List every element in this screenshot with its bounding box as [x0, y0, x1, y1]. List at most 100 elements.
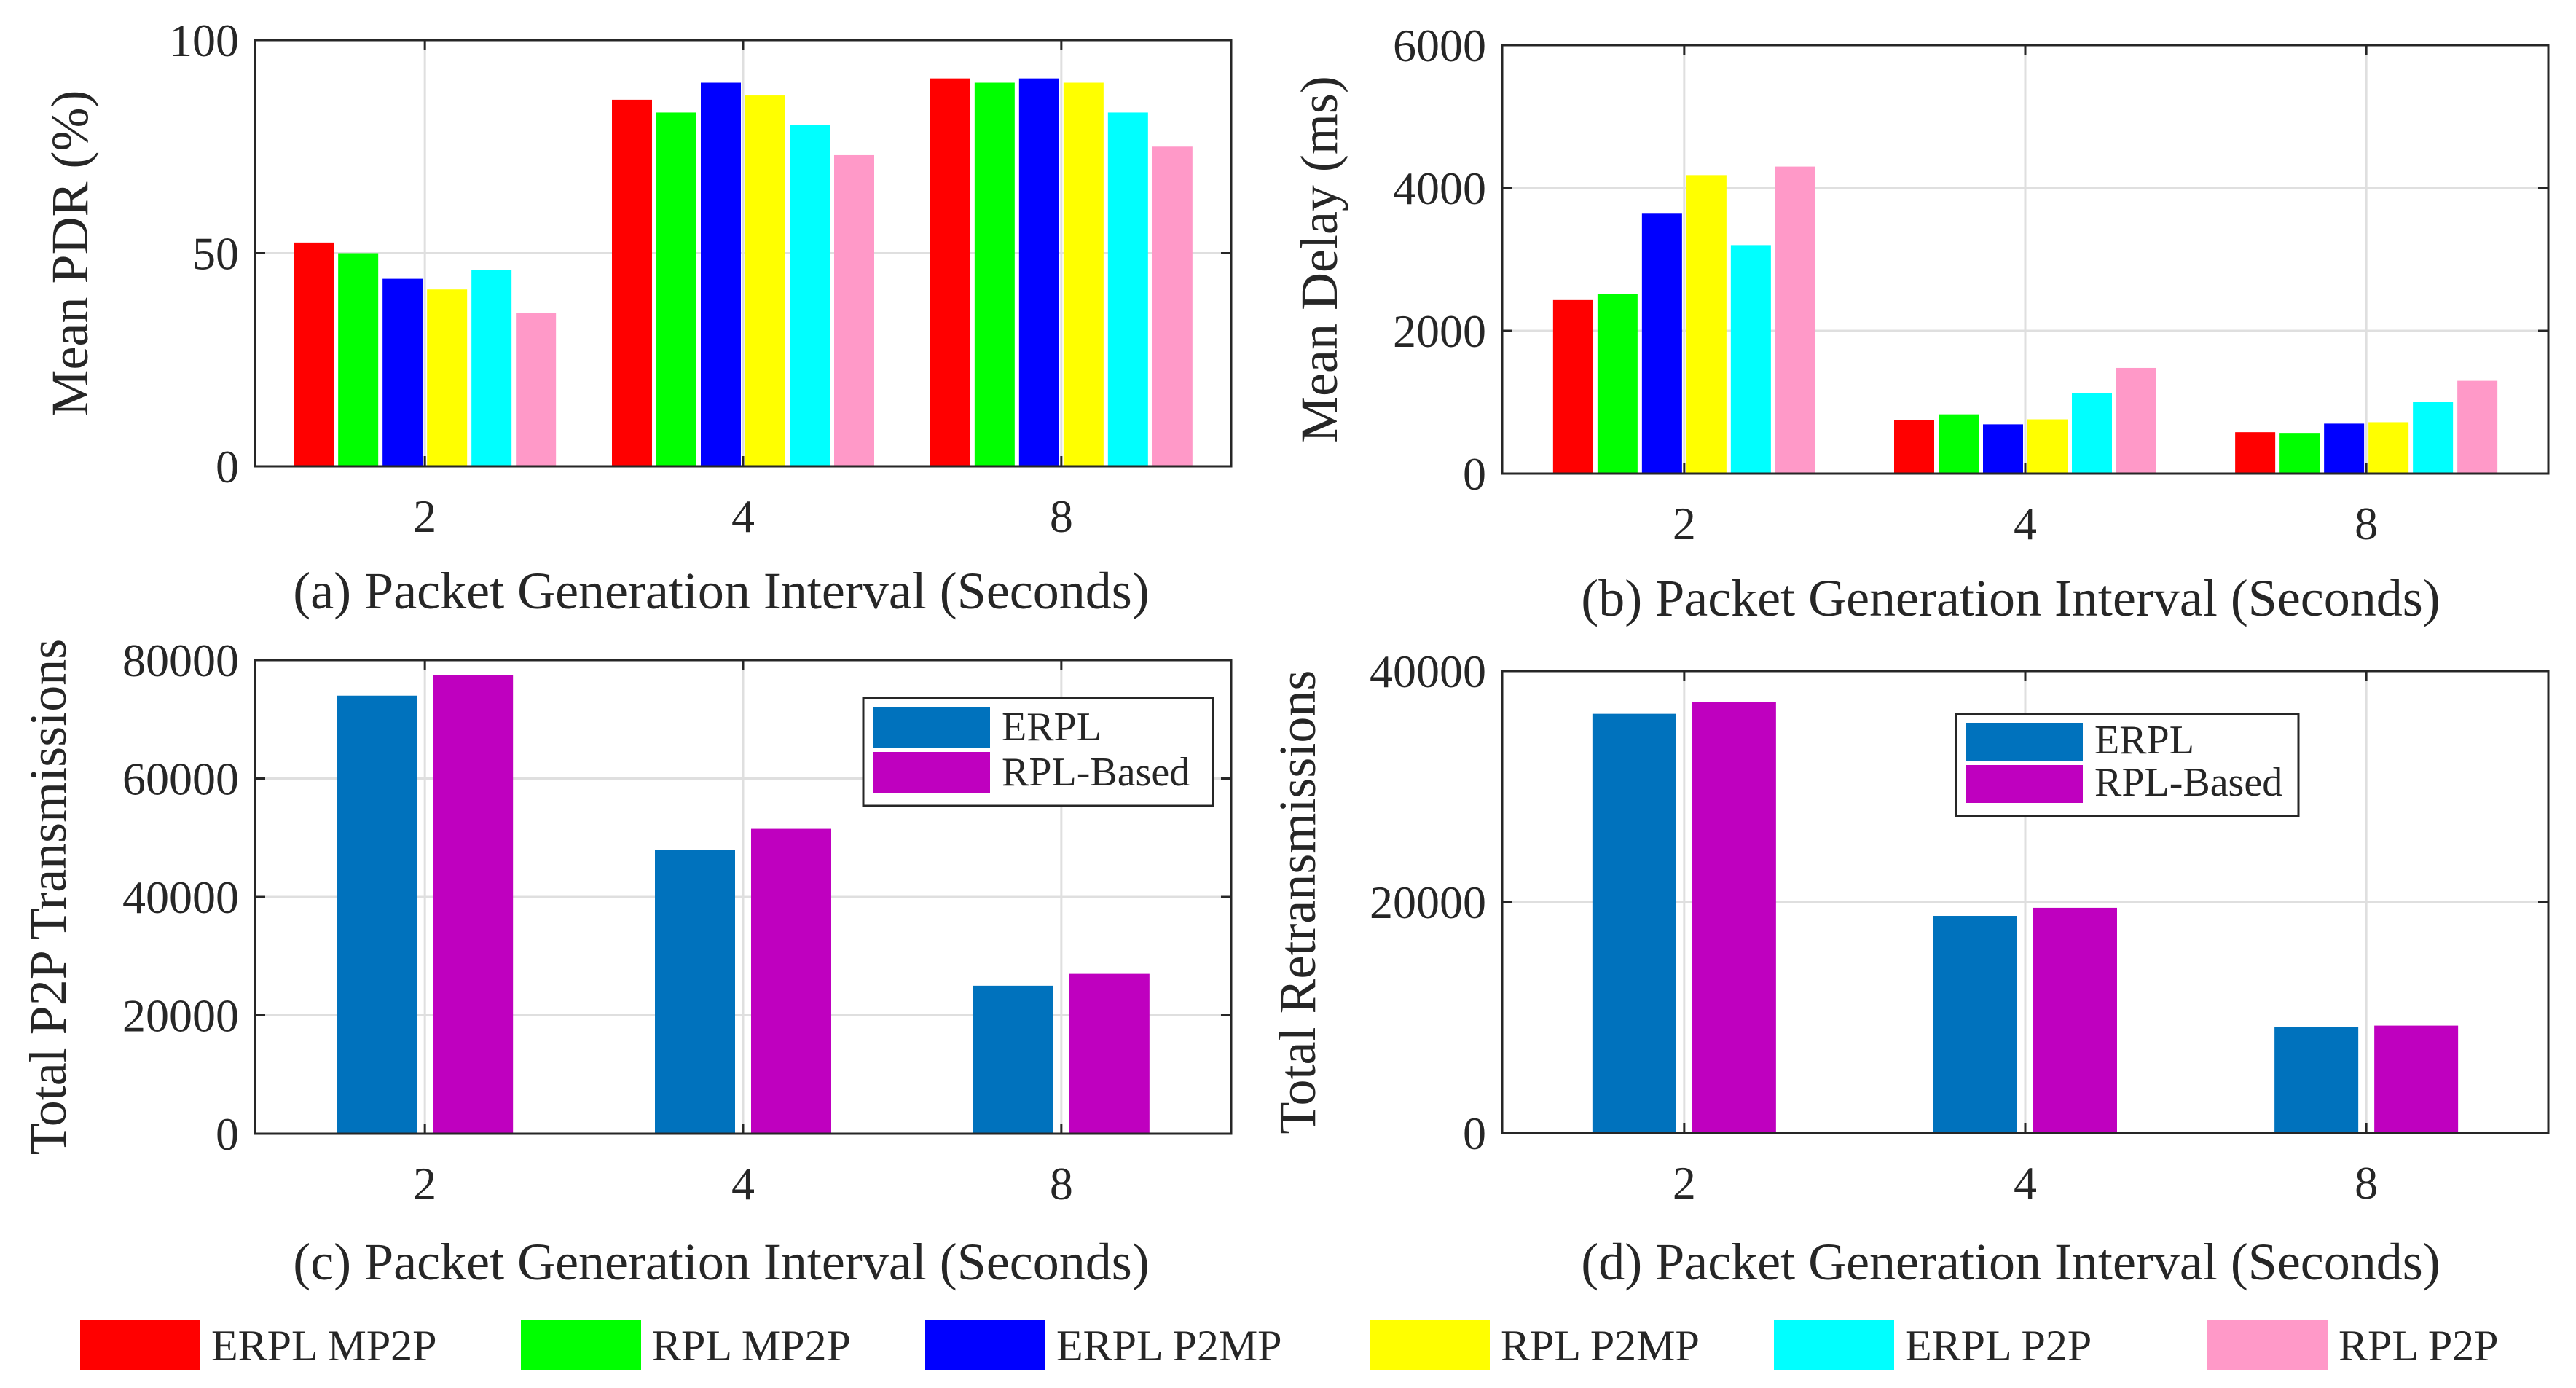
x-tick-label: 2	[413, 490, 436, 542]
bar-erpl-p2mp-8	[1018, 78, 1059, 466]
panel-c: 0 20000 40000 60000 80000 2 4 8 Total P2P Transm…	[19, 635, 1233, 1291]
legend-label: ERPL	[2094, 718, 2194, 763]
y-tick-label: 4000	[1393, 162, 1486, 214]
bar-erpl-mp2p-2	[1552, 299, 1593, 474]
bar-erpl-mp2p-8	[2235, 432, 2276, 474]
bar-rpl-p2mp-4	[745, 95, 785, 467]
y-axis-label: Total P2P Transmissions	[19, 639, 77, 1156]
bar-rpl-based-8	[2374, 1025, 2459, 1133]
panel-caption: (d) Packet Generation Interval (Seconds)	[1581, 1233, 2440, 1291]
panel-caption: (b) Packet Generation Interval (Seconds)	[1581, 569, 2440, 627]
bar-erpl-2	[337, 695, 417, 1134]
bottom-legend-swatch	[521, 1320, 641, 1370]
bar-erpl-p2p-4	[790, 125, 830, 466]
y-axis-label: Mean PDR (%)	[41, 90, 99, 417]
panel-b: 0 2000 4000 6000 2 4 8 Mean Delay (ms) (b) Packe…	[1290, 20, 2550, 627]
bar-erpl-mp2p-4	[1894, 420, 1934, 474]
legend-label: RPL-Based	[1002, 750, 1190, 795]
bar-rpl-p2p-2	[1775, 166, 1815, 474]
bar-erpl-4	[655, 850, 735, 1134]
panel-caption: (a) Packet Generation Interval (Seconds)	[293, 562, 1149, 620]
y-tick-label: 0	[1463, 1107, 1486, 1159]
y-tick-label: 20000	[1370, 877, 1486, 928]
bottom-legend-label: RPL P2P	[2339, 1322, 2499, 1370]
bar-rpl-p2mp-4	[2027, 419, 2068, 474]
x-tick-label: 2	[1673, 498, 1696, 549]
bar-erpl-p2mp-2	[1641, 213, 1682, 474]
y-tick-label: 2000	[1393, 305, 1486, 357]
bottom-legend-label: ERPL P2P	[1905, 1322, 2092, 1370]
bar-erpl-p2mp-8	[2324, 423, 2365, 474]
bar-rpl-mp2p-2	[338, 253, 379, 466]
y-tick-label: 40000	[122, 871, 239, 923]
bar-rpl-based-4	[2033, 907, 2117, 1133]
y-tick-label: 0	[216, 1108, 239, 1160]
x-tick-label: 4	[2014, 498, 2037, 549]
y-tick-label: 60000	[122, 753, 239, 805]
bottom-legend-swatch	[80, 1320, 200, 1370]
legend-label: RPL-Based	[2094, 760, 2282, 805]
x-tick-label: 8	[1050, 1158, 1073, 1209]
bar-erpl-p2p-2	[471, 270, 512, 466]
x-tick-label: 2	[1673, 1157, 1696, 1209]
x-tick-label: 8	[2355, 1157, 2378, 1209]
bar-rpl-based-2	[1692, 702, 1776, 1133]
bottom-legend: ERPL MP2P RPL MP2P ERPL P2MP RPL P2MP ERPL P…	[80, 1320, 2499, 1370]
y-tick-label: 20000	[122, 990, 239, 1042]
bar-rpl-p2p-2	[516, 313, 557, 466]
y-tick-label: 100	[169, 15, 239, 66]
bar-erpl-8	[973, 985, 1053, 1134]
bar-rpl-mp2p-4	[1939, 414, 1979, 474]
bar-erpl-8	[2274, 1027, 2359, 1133]
panel-d: 0 20000 40000 2 4 8 Total Retransmissions (d) P…	[1268, 646, 2550, 1291]
panel-a: 0 50 100 2 4 8 Mean PDR (%) (a) Packet Generati…	[41, 15, 1233, 620]
bar-erpl-p2p-4	[2072, 393, 2112, 474]
x-tick-label: 8	[2355, 498, 2378, 549]
bar-rpl-p2p-8	[1152, 146, 1193, 466]
y-axis-label: Mean Delay (ms)	[1290, 76, 1348, 443]
bar-erpl-p2p-2	[1730, 245, 1771, 474]
bar-rpl-mp2p-2	[1597, 294, 1638, 474]
bar-rpl-p2mp-2	[427, 289, 468, 466]
bottom-legend-label: ERPL P2MP	[1056, 1322, 1282, 1370]
bar-rpl-p2mp-8	[2368, 422, 2409, 474]
bottom-legend-swatch	[1774, 1320, 1894, 1370]
y-axis-label: Total Retransmissions	[1268, 670, 1327, 1134]
bar-erpl-4	[1933, 916, 2017, 1133]
x-tick-label: 4	[2014, 1157, 2037, 1209]
bar-erpl-mp2p-2	[294, 242, 334, 466]
bar-erpl-p2mp-2	[382, 278, 423, 466]
bar-rpl-mp2p-8	[2279, 433, 2320, 474]
legend-label: ERPL	[1002, 705, 1102, 750]
bottom-legend-label: ERPL MP2P	[211, 1322, 437, 1370]
x-tick-label: 2	[413, 1158, 436, 1209]
bar-rpl-mp2p-8	[974, 82, 1015, 466]
y-tick-label: 0	[1463, 448, 1486, 500]
bottom-legend-label: RPL MP2P	[652, 1322, 851, 1370]
bar-rpl-p2mp-8	[1063, 82, 1104, 466]
bar-rpl-p2p-8	[2457, 380, 2498, 474]
bar-rpl-p2mp-2	[1686, 175, 1727, 474]
legend-swatch	[873, 707, 990, 748]
bar-rpl-based-2	[433, 675, 514, 1134]
y-tick-label: 40000	[1370, 646, 1486, 697]
x-tick-label: 8	[1050, 490, 1073, 542]
bar-erpl-p2p-8	[2413, 402, 2454, 474]
x-tick-label: 4	[731, 1158, 755, 1209]
bar-erpl-p2mp-4	[701, 82, 741, 466]
bottom-legend-swatch	[2207, 1320, 2328, 1370]
bottom-legend-label: RPL P2MP	[1501, 1322, 1700, 1370]
y-tick-label: 6000	[1393, 20, 1486, 71]
bottom-legend-swatch	[925, 1320, 1045, 1370]
bar-erpl-mp2p-4	[612, 99, 652, 466]
y-tick-label: 50	[192, 228, 239, 280]
y-tick-label: 0	[216, 441, 239, 493]
bar-erpl-p2mp-4	[1983, 424, 2023, 474]
bar-erpl-p2p-8	[1107, 112, 1148, 466]
legend-swatch	[1966, 723, 2083, 761]
bar-rpl-based-8	[1069, 973, 1150, 1134]
bar-erpl-mp2p-8	[930, 78, 970, 466]
